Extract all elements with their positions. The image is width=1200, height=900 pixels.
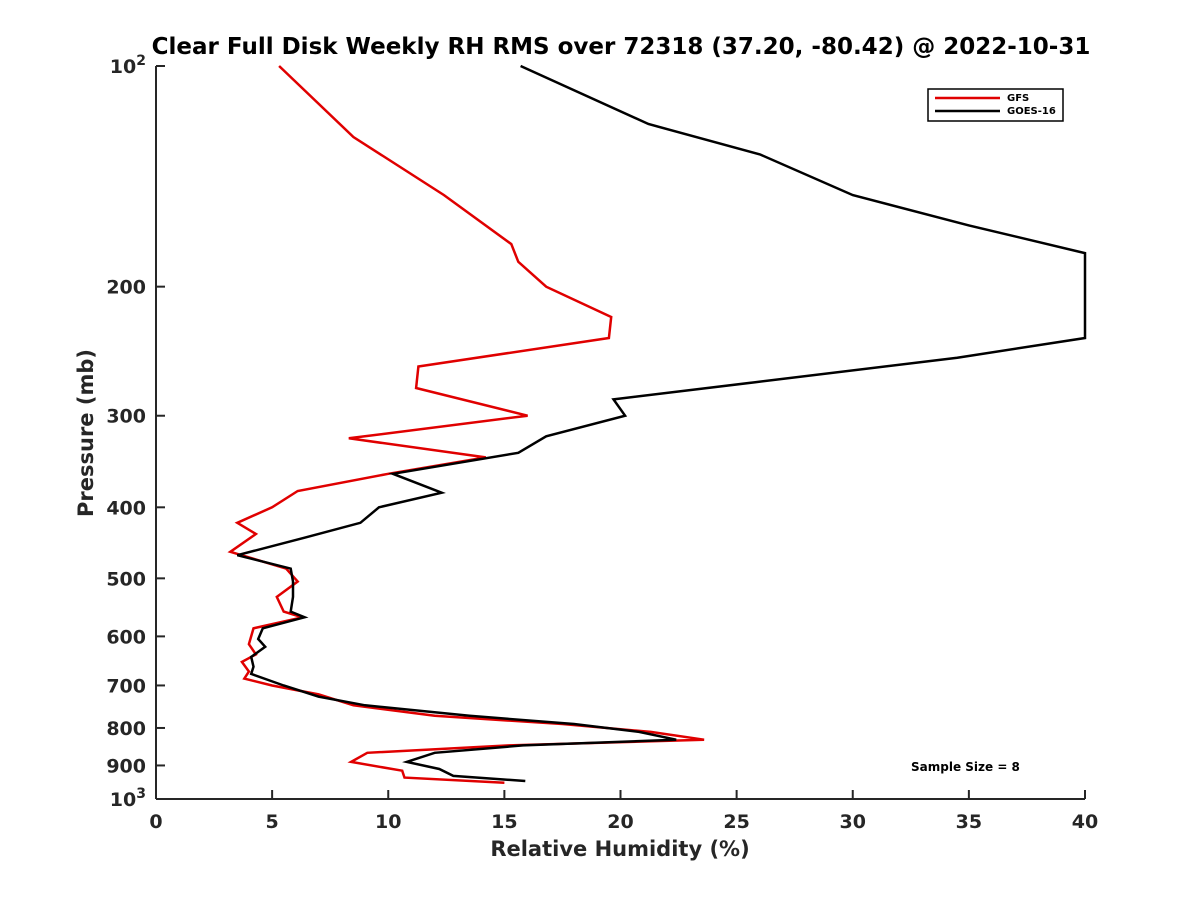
x-tick-label: 0 [149, 811, 162, 833]
x-axis-label: Relative Humidity (%) [490, 837, 749, 861]
y-tick-label: 400 [106, 497, 146, 519]
x-tick-label: 15 [491, 811, 517, 833]
series-line-goes16 [236, 64, 1087, 783]
legend-label-goes16: GOES-16 [1007, 106, 1056, 117]
x-tick-label: 10 [375, 811, 401, 833]
y-tick-label: 700 [106, 675, 146, 697]
chart-title: Clear Full Disk Weekly RH RMS over 72318… [152, 34, 1091, 60]
y-tick-label: 800 [106, 718, 146, 740]
y-tick-label: 500 [106, 568, 146, 590]
y-tick-label: 600 [106, 626, 146, 648]
y-tick-label: 300 [106, 406, 146, 428]
x-ticks: 0 5 10 15 20 25 30 35 40 [149, 790, 1098, 833]
plot-area: 0 5 10 15 20 25 30 35 40 102 200 300 400 500 600 700 80… [106, 53, 1098, 833]
series-line-gfs [227, 65, 705, 784]
x-tick-label: 20 [607, 811, 633, 833]
legend-box [927, 88, 1064, 122]
x-tick-label: 40 [1072, 811, 1098, 833]
y-axis-label: Pressure (mb) [74, 349, 98, 517]
legend: GFS GOES-16 [927, 88, 1064, 122]
x-tick-label: 5 [266, 811, 279, 833]
x-tick-label: 35 [956, 811, 982, 833]
y-tick-label: 103 [110, 786, 146, 811]
y-ticks: 102 200 300 400 500 600 700 800 900 103 [106, 53, 165, 811]
y-tick-label: 102 [110, 53, 146, 78]
legend-label-gfs: GFS [1007, 93, 1029, 104]
x-tick-label: 25 [723, 811, 749, 833]
series-layer [227, 64, 1087, 784]
sample-size-annotation: Sample Size = 8 [911, 760, 1020, 774]
y-tick-label: 200 [106, 277, 146, 299]
y-tick-label: 900 [106, 755, 146, 777]
x-tick-label: 30 [840, 811, 866, 833]
